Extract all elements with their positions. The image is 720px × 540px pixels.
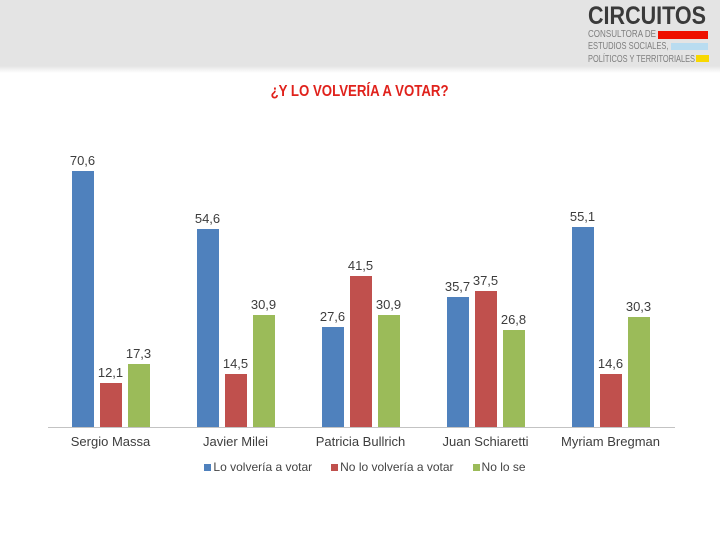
value-label: 14,5 [222, 356, 249, 372]
value-label: 37,5 [472, 272, 499, 288]
page-title: ¿Y LO VOLVERÍA A VOTAR? [271, 83, 449, 100]
bar-red [224, 374, 247, 427]
legend-swatch [204, 463, 212, 471]
legend-item: No lo volvería a votar [331, 460, 454, 474]
value-label: 55,1 [569, 208, 596, 224]
legend-label: Lo volvería a votar [213, 460, 313, 474]
logo-color-bar [658, 31, 708, 39]
category-label: Myriam Bregman [561, 434, 660, 449]
logo: CIRCUITOS CONSULTORA DE ESTUDIOS SOCIALES… [588, 0, 709, 65]
bar-blue [321, 326, 344, 427]
value-label: 14,6 [597, 356, 624, 371]
logo-subtitle-line: CONSULTORA DE [588, 28, 656, 40]
legend-item: Lo volvería a votar [204, 460, 312, 474]
bar-green [377, 314, 400, 427]
logo-subtitle-line: ESTUDIOS SOCIALES, [588, 41, 669, 52]
logo-subtitle-line: POLÍTICOS Y TERRITORIALES [588, 53, 695, 65]
chart-legend: Lo volvería a votar No lo volvería a vota… [5, 460, 720, 474]
value-label: 54,6 [194, 210, 221, 226]
category-label: Sergio Massa [70, 434, 151, 449]
value-label: 30,9 [375, 296, 402, 312]
bar-green [127, 364, 150, 427]
value-label: 27,6 [319, 308, 346, 324]
value-label: 26,8 [500, 311, 527, 327]
legend-label: No lo se [481, 460, 526, 474]
bar-blue [571, 226, 594, 427]
bar-red [599, 374, 622, 427]
bar-blue [196, 228, 219, 427]
value-label: 35,7 [444, 279, 471, 295]
bar-green [627, 317, 650, 427]
value-label: 30,9 [250, 296, 277, 312]
header-band [0, 0, 720, 73]
bar-green [252, 314, 275, 427]
category-label: Javier Milei [202, 434, 268, 449]
bar-red [99, 383, 122, 427]
legend-swatch [331, 463, 339, 471]
bar-green [502, 329, 525, 427]
bar-red [474, 290, 497, 427]
x-axis-line [48, 427, 675, 428]
value-label: 17,3 [125, 346, 152, 362]
category-label: Juan Schiaretti [442, 434, 529, 449]
value-label: 70,6 [69, 152, 96, 168]
logo-brand-text: CIRCUITOS [588, 2, 706, 30]
bar-blue [71, 170, 94, 427]
category-label: Patricia Bullrich [315, 434, 406, 449]
legend-swatch [472, 463, 480, 471]
bar-blue [446, 297, 469, 427]
bar-red [349, 276, 372, 427]
legend-label: No lo volvería a votar [340, 460, 454, 474]
logo-color-bar [696, 55, 709, 62]
logo-color-bar [671, 43, 708, 50]
legend-item: No lo se [472, 460, 526, 474]
value-label: 12,1 [97, 365, 124, 381]
value-label: 41,5 [347, 258, 374, 274]
value-label: 30,3 [625, 299, 652, 314]
